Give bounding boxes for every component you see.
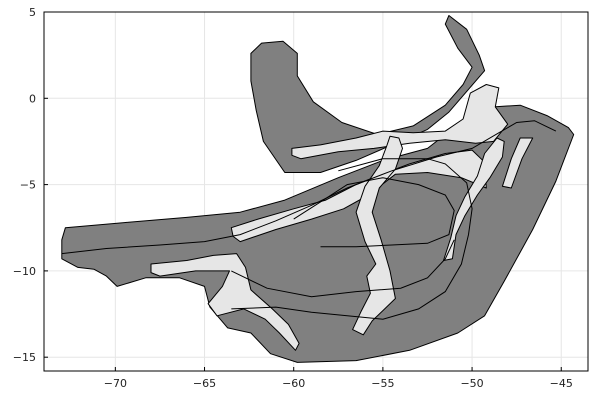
y-tick-label: −15 (13, 351, 36, 364)
y-tick-label: −10 (13, 265, 36, 278)
region-upper-arm (250, 15, 486, 173)
region-river-west (150, 253, 300, 351)
y-tick-label: −5 (20, 179, 36, 192)
axis-ticks: −70 −65 −60 −55 −50 −45 5 0 −5 −10 −15 (13, 6, 573, 390)
region-river-north (291, 84, 509, 160)
line-contour-outer (61, 120, 557, 255)
y-tick-label: 0 (29, 92, 36, 105)
y-tick-label: 5 (29, 6, 36, 19)
axes-frame (43, 11, 589, 372)
x-tick-label: −55 (371, 377, 394, 390)
x-tick-label: −65 (193, 377, 216, 390)
line-contour-lower (231, 239, 455, 298)
x-tick-label: −50 (460, 377, 483, 390)
line-contour-inner (293, 177, 455, 248)
map-regions (61, 15, 575, 363)
line-contour-mid (231, 158, 473, 320)
region-river-trunk (352, 135, 403, 336)
x-tick-label: −60 (282, 377, 305, 390)
x-tick-label: −70 (104, 377, 127, 390)
map-contours (61, 120, 557, 320)
x-tick-label: −45 (550, 377, 573, 390)
region-river-east-2 (501, 137, 534, 189)
region-river-east-1 (443, 137, 505, 261)
